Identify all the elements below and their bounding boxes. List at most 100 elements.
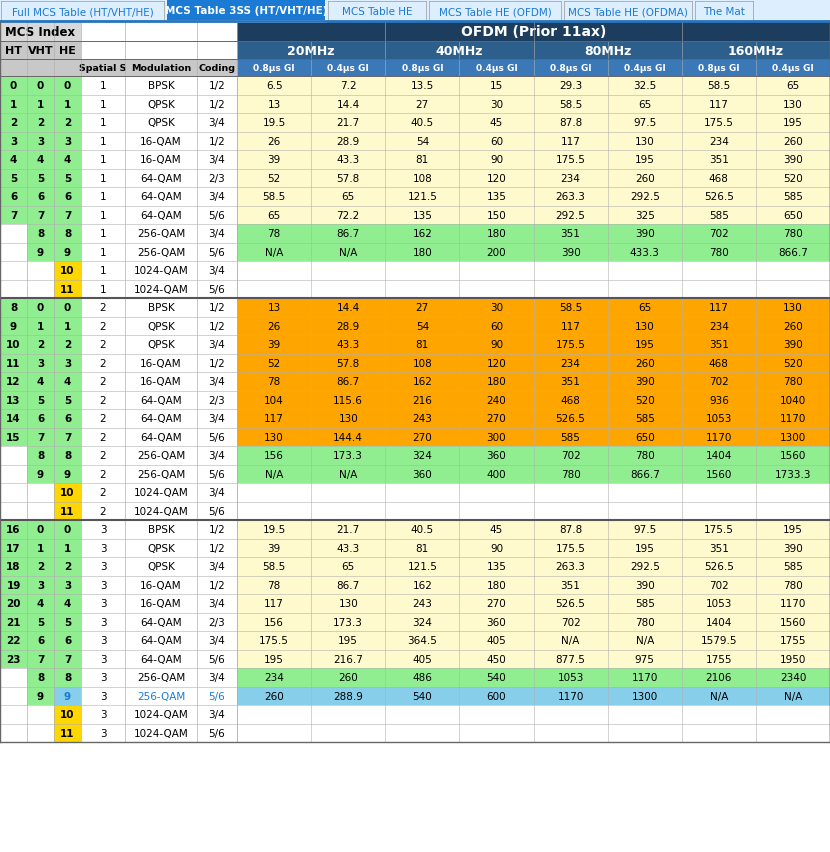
Bar	[459, 206, 534, 225]
Bar	[534, 576, 608, 595]
Text: 3/4: 3/4	[208, 710, 226, 719]
Bar	[0, 225, 27, 243]
Text: 520: 520	[635, 395, 655, 406]
Bar	[81, 372, 125, 391]
Bar	[197, 60, 237, 77]
Text: 14: 14	[6, 414, 21, 423]
Bar	[81, 631, 125, 650]
Bar	[608, 187, 681, 206]
Text: 0.8μs GI: 0.8μs GI	[698, 64, 740, 73]
Bar	[81, 723, 125, 742]
Text: 351: 351	[709, 340, 729, 350]
Text: 26: 26	[267, 321, 281, 331]
Text: 526.5: 526.5	[555, 599, 585, 608]
Text: 3/4: 3/4	[208, 377, 226, 387]
Text: 195: 195	[635, 340, 655, 350]
Bar	[681, 521, 756, 538]
Text: 9: 9	[37, 691, 44, 701]
Text: 585: 585	[635, 414, 655, 423]
Text: 5/6: 5/6	[208, 691, 226, 701]
Text: 15: 15	[490, 81, 503, 91]
Bar	[311, 354, 385, 372]
Bar	[197, 95, 237, 114]
Bar	[197, 595, 237, 613]
Text: 360: 360	[486, 451, 506, 461]
Bar	[534, 225, 608, 243]
Bar	[756, 631, 830, 650]
Text: 256-QAM: 256-QAM	[137, 691, 185, 701]
Bar	[534, 502, 608, 521]
Bar	[564, 2, 692, 22]
Bar	[237, 538, 311, 557]
Bar	[534, 317, 608, 336]
Bar	[125, 557, 197, 576]
Bar	[54, 428, 81, 446]
Bar	[311, 336, 385, 354]
Text: 117: 117	[560, 321, 580, 331]
Bar	[459, 465, 534, 483]
Bar	[125, 114, 197, 132]
Bar	[0, 95, 27, 114]
Text: 3: 3	[100, 561, 106, 572]
Bar	[608, 299, 681, 317]
Bar	[311, 521, 385, 538]
Text: 81: 81	[416, 543, 429, 553]
Text: 468: 468	[709, 174, 729, 183]
Bar	[197, 151, 237, 170]
Bar	[237, 521, 311, 538]
Text: 135: 135	[413, 210, 432, 221]
Bar	[385, 372, 459, 391]
Text: 64-QAM: 64-QAM	[140, 617, 182, 627]
Text: 64-QAM: 64-QAM	[140, 654, 182, 664]
Bar	[756, 60, 830, 77]
Text: 5: 5	[64, 174, 71, 183]
Bar	[311, 538, 385, 557]
Text: 162: 162	[413, 580, 432, 590]
Bar	[681, 391, 756, 410]
Text: N/A: N/A	[339, 247, 358, 257]
Bar	[27, 428, 54, 446]
Text: 12: 12	[7, 377, 21, 387]
Text: 90: 90	[490, 155, 503, 165]
Bar	[311, 262, 385, 280]
Bar	[756, 687, 830, 705]
Text: 156: 156	[264, 617, 284, 627]
Text: 526.5: 526.5	[704, 192, 734, 202]
Text: 30: 30	[490, 100, 503, 110]
Text: 1: 1	[100, 229, 106, 239]
Text: 2: 2	[100, 303, 106, 313]
Bar	[54, 483, 81, 502]
Text: 64-QAM: 64-QAM	[140, 192, 182, 202]
Bar	[0, 354, 27, 372]
Bar	[756, 538, 830, 557]
Bar	[237, 723, 311, 742]
Text: 27: 27	[416, 303, 429, 313]
Bar	[125, 391, 197, 410]
Text: 175.5: 175.5	[555, 340, 585, 350]
Text: 22: 22	[7, 636, 21, 646]
Bar	[54, 613, 81, 631]
Bar	[197, 243, 237, 262]
Text: 936: 936	[709, 395, 729, 406]
Text: 9: 9	[64, 691, 71, 701]
Text: 3/4: 3/4	[208, 340, 226, 350]
Text: 120: 120	[486, 174, 506, 183]
Bar	[534, 631, 608, 650]
Text: 2: 2	[100, 451, 106, 461]
Bar	[681, 206, 756, 225]
Bar	[311, 391, 385, 410]
Text: 39: 39	[267, 340, 281, 350]
Bar	[756, 595, 830, 613]
Bar	[237, 243, 311, 262]
Bar	[125, 243, 197, 262]
Bar	[608, 151, 681, 170]
Text: 243: 243	[413, 599, 432, 608]
Text: 2: 2	[100, 321, 106, 331]
Bar	[197, 723, 237, 742]
Text: 5/6: 5/6	[208, 285, 226, 295]
Text: 195: 195	[635, 155, 655, 165]
Text: 64-QAM: 64-QAM	[140, 636, 182, 646]
Text: 3/4: 3/4	[208, 192, 226, 202]
Text: 54: 54	[416, 321, 429, 331]
Text: 80MHz: 80MHz	[584, 44, 632, 57]
